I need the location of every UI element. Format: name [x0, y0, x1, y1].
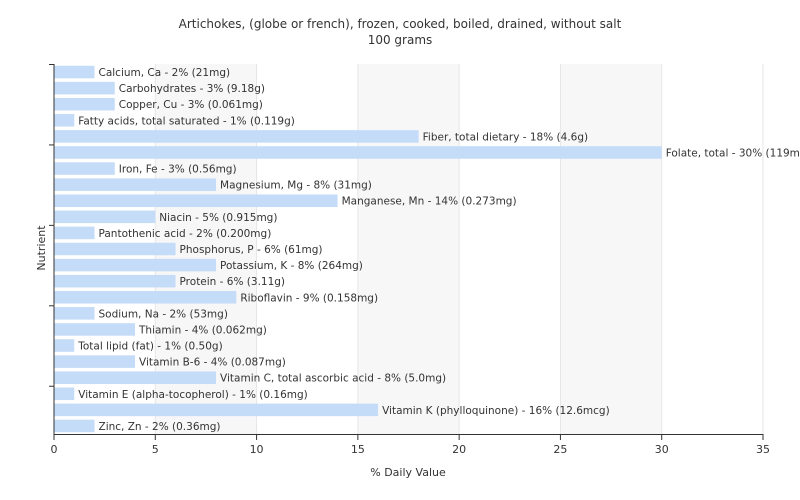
bar: [54, 194, 338, 208]
y-axis-title: Nutrient: [35, 225, 48, 271]
bar-label: Calcium, Ca - 2% (21mg): [99, 67, 231, 79]
bar: [54, 419, 95, 433]
bar: [54, 387, 75, 401]
plot-band: [357, 64, 460, 434]
bar-label: Fiber, total dietary - 18% (4.6g): [423, 131, 588, 143]
bar: [54, 274, 176, 288]
bar: [54, 290, 237, 304]
bar-label: Vitamin E (alpha-tocopherol) - 1% (0.16m…: [78, 389, 308, 401]
plot-band: [256, 64, 358, 434]
bar-label: Sodium, Na - 2% (53mg): [99, 308, 228, 320]
bar-label: Magnesium, Mg - 8% (31mg): [220, 180, 372, 192]
bar-label: Folate, total - 30% (119mcg): [666, 147, 800, 159]
bar-label: Potassium, K - 8% (264mg): [220, 260, 363, 272]
bar-label: Manganese, Mn - 14% (0.273mg): [342, 196, 517, 208]
bars: [54, 65, 662, 433]
bar: [54, 355, 136, 368]
bar-label: Riboflavin - 9% (0.158mg): [240, 292, 378, 304]
bar: [54, 258, 217, 272]
bar-label: Copper, Cu - 3% (0.061mg): [119, 99, 263, 111]
x-ticks: 0 5 10 15 20 25 30 35: [51, 434, 770, 456]
axes: [49, 64, 763, 435]
bar-label: Zinc, Zn - 2% (0.36mg): [99, 421, 221, 433]
bar: [54, 210, 156, 224]
bar-label: Protein - 6% (3.11g): [180, 276, 286, 288]
x-tick-label: 5: [152, 443, 159, 456]
x-tick-label: 25: [553, 443, 567, 456]
bar-label: Phosphorus, P - 6% (61mg): [180, 244, 323, 256]
x-tick-label: 30: [655, 443, 669, 456]
chart-subtitle: 100 grams: [367, 33, 433, 47]
bar: [54, 242, 176, 256]
bar: [54, 114, 75, 127]
x-tick-label: 10: [250, 443, 264, 456]
bar-label: Niacin - 5% (0.915mg): [159, 212, 277, 224]
bar-label: Fatty acids, total saturated - 1% (0.119…: [78, 115, 295, 127]
bar: [54, 178, 217, 191]
bar: [54, 130, 419, 143]
bar-label: Vitamin B-6 - 4% (0.087mg): [139, 357, 286, 369]
bar: [54, 162, 115, 175]
bar-label: Thiamin - 4% (0.062mg): [138, 324, 267, 336]
bar: [54, 371, 217, 384]
bar: [54, 97, 115, 111]
bar: [54, 307, 95, 320]
chart-title-block: Artichokes, (globe or french), frozen, c…: [0, 16, 800, 48]
bar: [54, 323, 136, 336]
x-tick-label: 15: [351, 443, 365, 456]
x-tick-label: 35: [756, 443, 770, 456]
bar: [54, 339, 75, 352]
bar-label: Total lipid (fat) - 1% (0.50g): [77, 341, 222, 353]
x-tick-label: 0: [51, 443, 58, 456]
bar: [54, 146, 662, 159]
bar: [54, 65, 95, 79]
x-axis-title: % Daily Value: [370, 466, 446, 479]
bar: [54, 403, 379, 417]
bar-labels: Calcium, Ca - 2% (21mg) Carbohydrates - 3…: [77, 67, 800, 433]
bar: [54, 81, 115, 95]
plot-band: [661, 64, 763, 434]
plot-band: [560, 64, 662, 434]
bar-label: Carbohydrates - 3% (9.18g): [119, 83, 265, 95]
bar-label: Pantothenic acid - 2% (0.200mg): [99, 228, 272, 240]
bar-label: Vitamin K (phylloquinone) - 16% (12.6mcg…: [382, 405, 610, 417]
bar-label: Vitamin C, total ascorbic acid - 8% (5.0…: [220, 373, 446, 385]
bar-label: Iron, Fe - 3% (0.56mg): [119, 164, 237, 176]
plot-band: [459, 64, 561, 434]
chart-title: Artichokes, (globe or french), frozen, c…: [178, 17, 622, 31]
bar: [54, 226, 95, 240]
x-tick-label: 20: [452, 443, 466, 456]
